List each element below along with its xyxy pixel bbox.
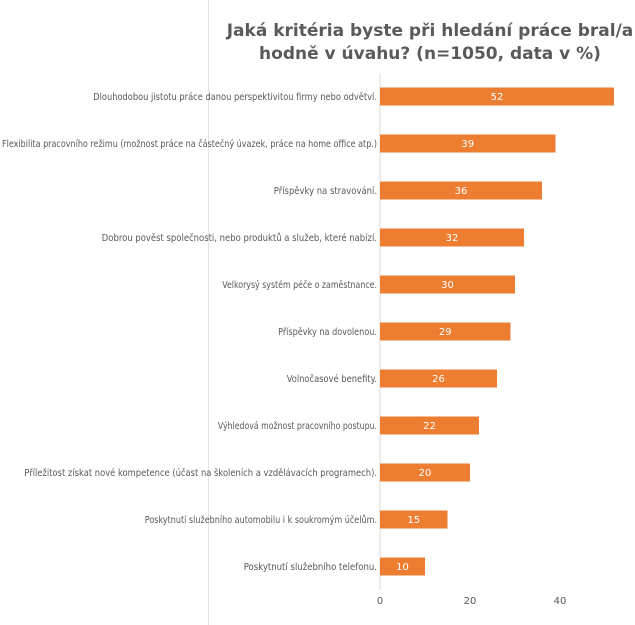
bar bbox=[380, 369, 497, 388]
bar bbox=[380, 510, 448, 529]
data-label: 39 bbox=[461, 139, 474, 150]
x-tick-label: 0 bbox=[377, 596, 383, 607]
data-label: 10 bbox=[396, 562, 409, 573]
chart-title: Jaká kritéria byste při hledání práce br… bbox=[226, 21, 634, 64]
bar bbox=[380, 134, 556, 153]
category-label: Flexibilita pracovního režimu (možnost p… bbox=[2, 138, 377, 150]
category-label: Poskytnutí služebního automobilu i k sou… bbox=[145, 514, 377, 526]
data-label: 22 bbox=[423, 421, 436, 432]
category-label: Výhledová možnost pracovního postupu. bbox=[218, 420, 377, 432]
bar bbox=[380, 275, 515, 294]
chart-frame-line bbox=[208, 0, 209, 625]
data-label: 36 bbox=[455, 186, 468, 197]
data-label: 29 bbox=[439, 327, 452, 338]
data-label: 20 bbox=[419, 468, 432, 479]
category-label: Příležitost získat nové kompetence (účas… bbox=[24, 467, 377, 479]
category-label: Příspěvky na dovolenou. bbox=[278, 326, 377, 338]
category-label: Dobrou pověst společnosti, nebo produktů… bbox=[102, 232, 377, 244]
category-label: Velkorysý systém péče o zaměstnance. bbox=[222, 279, 377, 291]
data-label: 52 bbox=[491, 92, 504, 103]
bar bbox=[380, 416, 479, 435]
bar bbox=[380, 87, 614, 106]
data-label: 32 bbox=[446, 233, 459, 244]
bar bbox=[380, 181, 542, 200]
data-label: 15 bbox=[407, 515, 420, 526]
category-label: Poskytnutí služebního telefonu. bbox=[244, 561, 377, 573]
x-tick-label: 40 bbox=[554, 596, 567, 607]
bar bbox=[380, 228, 524, 247]
data-label: 26 bbox=[432, 374, 445, 385]
bar bbox=[380, 557, 425, 576]
bar bbox=[380, 463, 470, 482]
bar bbox=[380, 322, 511, 341]
x-tick-label: 20 bbox=[464, 596, 477, 607]
category-label: Příspěvky na stravování. bbox=[274, 185, 377, 197]
category-label: Volnočasové benefity. bbox=[287, 373, 377, 385]
category-label: Dlouhodobou jistotu práce danou perspekt… bbox=[93, 91, 377, 103]
data-label: 30 bbox=[441, 280, 454, 291]
